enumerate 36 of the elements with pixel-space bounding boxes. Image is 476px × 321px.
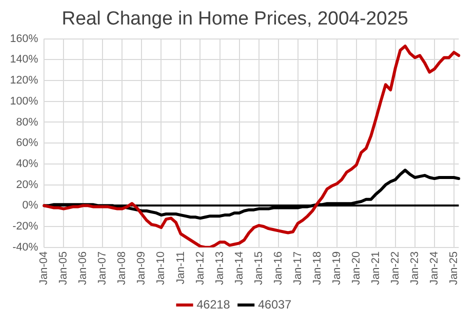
y-tick-label: 0% (22, 200, 38, 212)
x-tick-label: Jan-18 (311, 251, 324, 286)
x-tick-label: Jan-12 (194, 251, 206, 286)
x-tick-label: Jan-04 (38, 251, 50, 286)
x-tick-label: Jan-10 (155, 251, 168, 286)
y-tick-label: 20% (16, 178, 38, 191)
x-tick-label: Jan-11 (174, 251, 187, 284)
x-tick-label: Jan-06 (77, 251, 90, 286)
x-tick-label: Jan-21 (370, 251, 382, 286)
x-tick-label: Jan-24 (428, 251, 440, 286)
x-tick-label: Jan-15 (252, 251, 265, 286)
x-tick-label: Jan-14 (233, 251, 246, 286)
y-tick-label: 80% (16, 116, 38, 128)
y-tick-label: 120% (10, 74, 38, 87)
x-tick-label: Jan-17 (292, 251, 304, 286)
x-tick-label: Jan-09 (136, 251, 148, 286)
x-tick-label: Jan-22 (389, 251, 402, 286)
x-tick-label: Jan-16 (272, 251, 284, 286)
y-tick-label: 140% (10, 54, 38, 66)
y-tick-label: 100% (10, 95, 38, 108)
x-tick-label: Jan-13 (214, 251, 226, 286)
x-tick-label: Jan-05 (58, 251, 70, 286)
x-tick-label: Jan-08 (116, 251, 128, 286)
y-tick-label: 40% (16, 158, 38, 170)
y-tick-label: 160% (10, 32, 38, 45)
chart-title: Real Change in Home Prices, 2004-2025 (62, 8, 408, 30)
y-tick-label: -40% (12, 241, 38, 254)
y-tick-label: 60% (16, 137, 38, 150)
legend-label: 46218 (196, 297, 230, 312)
y-tick-label: -20% (12, 220, 38, 233)
x-tick-label: Jan-25 (448, 251, 460, 286)
legend-label: 46037 (258, 297, 292, 312)
x-tick-label: Jan-20 (350, 251, 362, 286)
x-tick-label: Jan-07 (96, 251, 109, 286)
x-tick-label: Jan-19 (330, 251, 343, 286)
x-tick-label: Jan-23 (408, 251, 421, 286)
